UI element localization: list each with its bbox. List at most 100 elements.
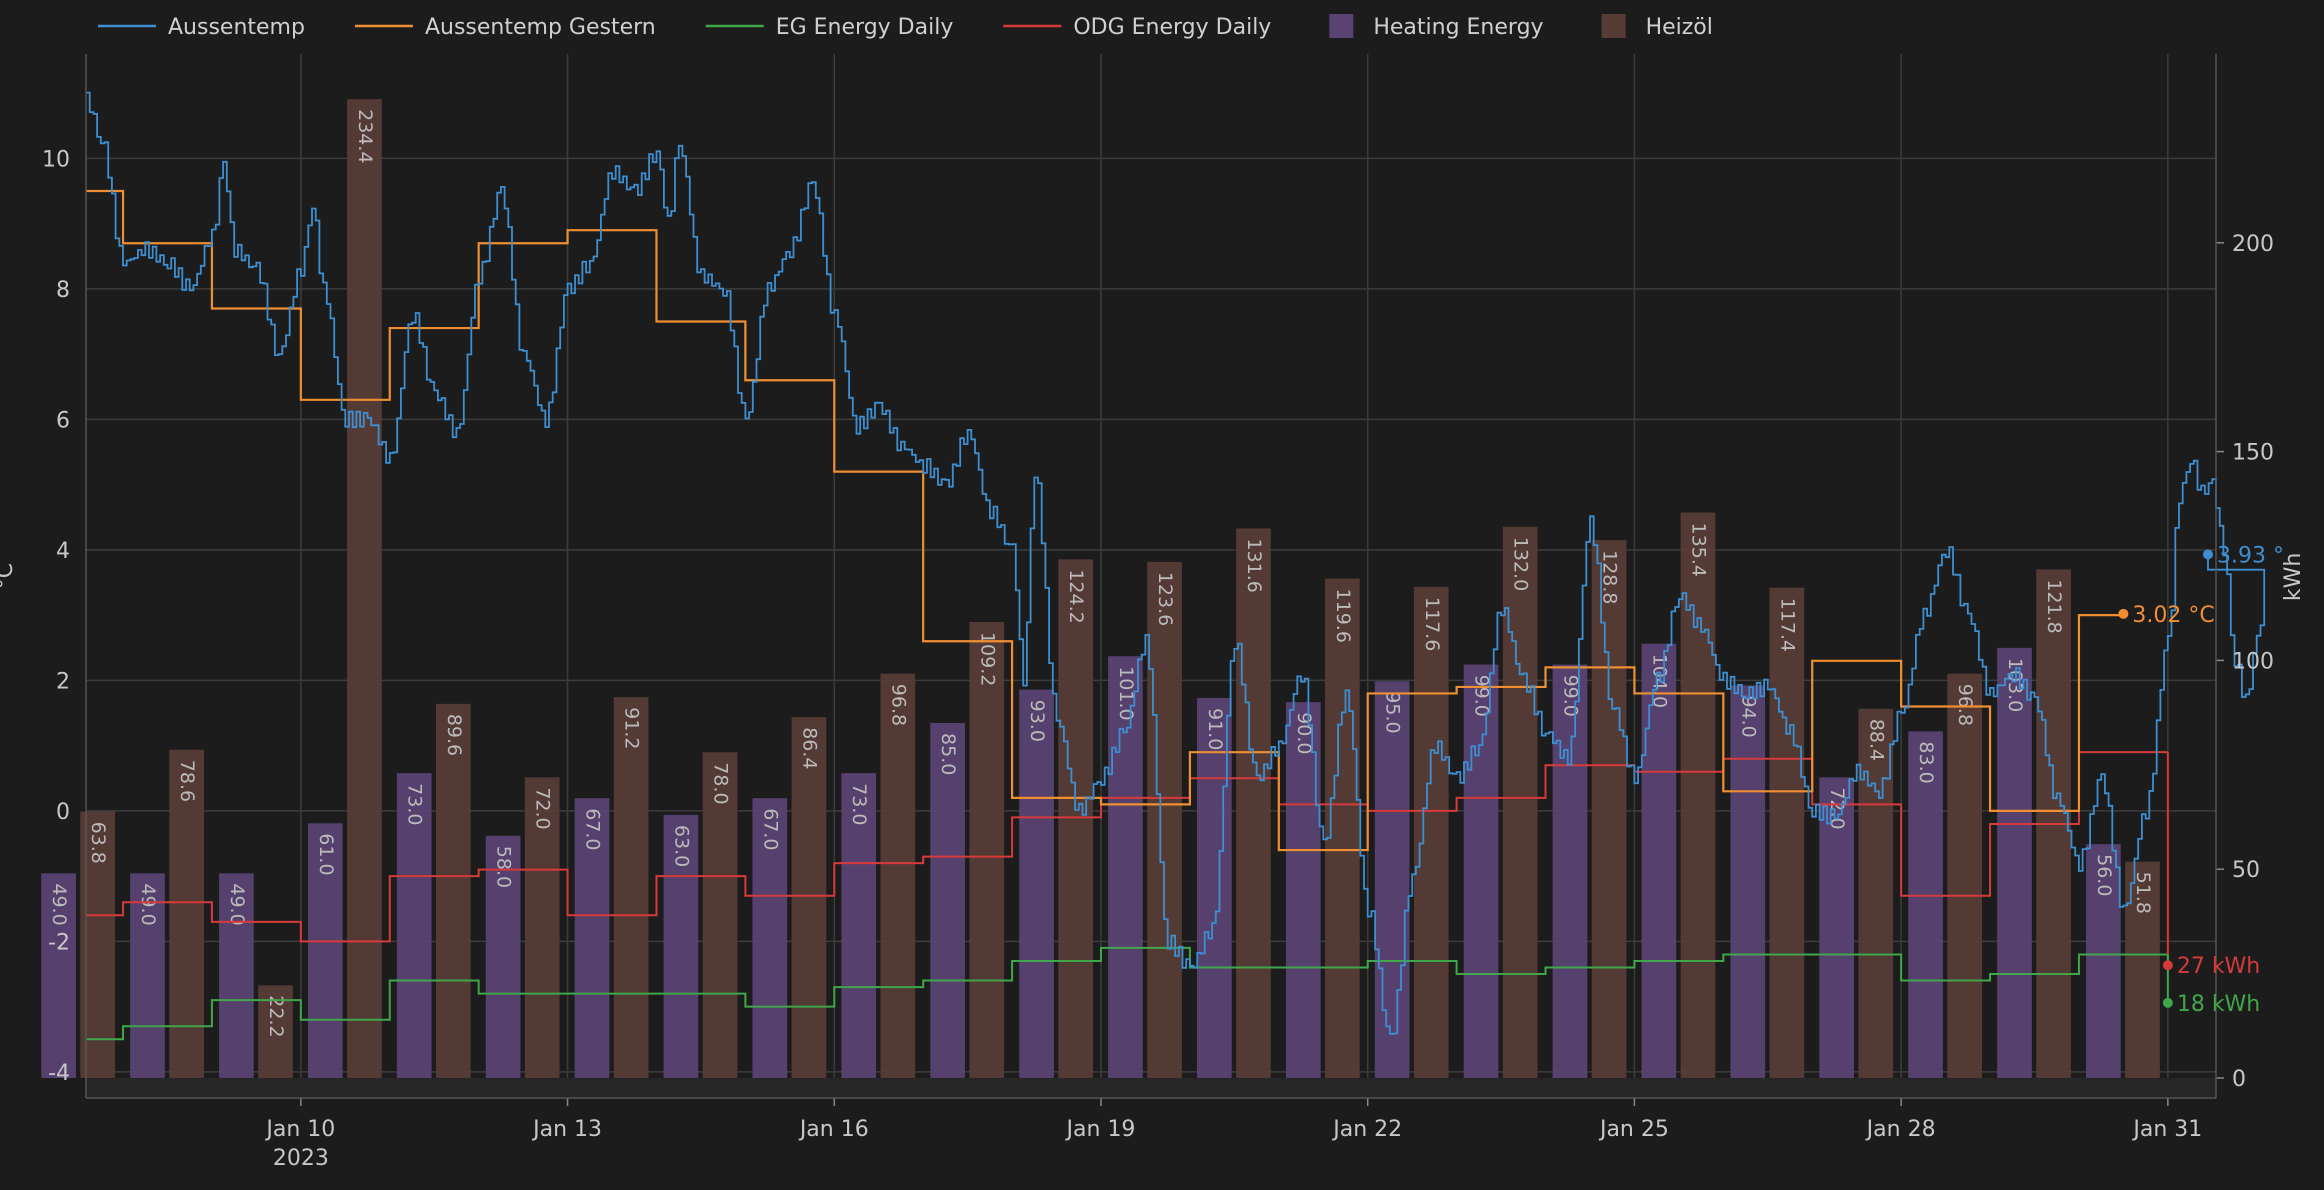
heizoel-bar — [169, 749, 204, 1078]
x-tick-label: Jan 19 — [1065, 1117, 1136, 1142]
heating-energy-bar — [841, 773, 877, 1078]
heizoel-bar-label: 121.8 — [2043, 579, 2065, 633]
heating-energy-bar — [2086, 844, 2121, 1078]
legend-item-aussentemp-gestern[interactable]: Aussentemp Gestern — [354, 15, 656, 40]
legend-swatch-box — [1329, 14, 1354, 38]
x-year-label: 2023 — [273, 1146, 329, 1171]
heating-energy-bar — [1108, 656, 1143, 1078]
legend-item-heizoel[interactable]: Heizöl — [1601, 14, 1713, 40]
eg-energy-end-marker — [2162, 997, 2173, 1008]
heizoel-bar — [969, 621, 1005, 1078]
y-right-tick-label: 200 — [2232, 232, 2274, 257]
end-labels: 3.93 ° 3.02 °C 27 kWh 18 kWh — [2118, 543, 2284, 1017]
heating-energy-bar — [574, 798, 610, 1078]
legend-item-heating-energy[interactable]: Heating Energy — [1329, 14, 1544, 40]
heizoel-bar-label: 89.6 — [443, 714, 465, 756]
heating-energy-bar — [930, 723, 965, 1078]
baseline-band — [86, 1078, 2216, 1098]
heating-energy-bar-label: 85.0 — [937, 733, 959, 775]
y-left-tick-label: 10 — [42, 147, 70, 172]
lines — [86, 91, 2266, 1041]
heating-energy-bar — [130, 873, 165, 1078]
legend-label: Aussentemp — [168, 15, 305, 40]
heizoel-bar — [1591, 540, 1627, 1078]
heizoel-bar-label: 91.2 — [621, 707, 643, 749]
aussentemp-gestern-end-label: 3.02 °C — [2132, 603, 2214, 628]
heating-energy-bar — [1819, 777, 1855, 1078]
legend-label: EG Energy Daily — [776, 15, 954, 40]
y-right-tick-label: 50 — [2232, 858, 2260, 883]
heating-energy-bar — [1285, 702, 1321, 1078]
heizoel-bar-label: 131.6 — [1243, 538, 1265, 592]
legend-label: Heizöl — [1646, 15, 1713, 40]
heizoel-bar-label: 234.4 — [354, 109, 376, 163]
heating-energy-bar-label: 67.0 — [582, 808, 604, 850]
heizoel-bar — [1947, 673, 1983, 1078]
legend[interactable]: Aussentemp Aussentemp Gestern EG Energy Da… — [98, 14, 1713, 40]
legend-label: ODG Energy Daily — [1073, 15, 1271, 40]
y-left-tick-label: 4 — [56, 539, 70, 564]
heating-energy-bar — [1997, 647, 2032, 1078]
aussentemp-end-label: 3.93 ° — [2217, 543, 2284, 568]
heizoel-bar-label: 72.0 — [532, 787, 554, 829]
heating-energy-bar-label: 49.0 — [48, 883, 70, 925]
eg-energy-end-label: 18 kWh — [2177, 992, 2260, 1017]
legend-item-aussentemp[interactable]: Aussentemp — [98, 15, 305, 40]
heizoel-bar — [435, 703, 471, 1078]
heizoel-bar — [347, 99, 382, 1078]
y-right-tick-label: 100 — [2232, 649, 2274, 674]
heating-energy-bar — [1908, 731, 1943, 1078]
heating-energy-bar — [663, 814, 699, 1078]
x-tick-label: Jan 25 — [1598, 1117, 1669, 1142]
heating-energy-bar — [41, 873, 76, 1078]
heating-energy-bar-label: 93.0 — [1026, 700, 1048, 742]
legend-swatch-box — [1601, 14, 1626, 38]
heizoel-bar-label: 88.4 — [1865, 719, 1887, 761]
heating-energy-bar — [219, 873, 254, 1078]
heizoel-bar — [1058, 559, 1093, 1078]
aussentemp-end-marker — [2203, 549, 2213, 560]
heating-energy-bar — [1552, 664, 1588, 1078]
heating-energy-bar — [1019, 689, 1054, 1078]
heating-energy-bar — [1463, 664, 1499, 1078]
heating-energy-bar-label: 61.0 — [315, 833, 337, 875]
heizoel-bar-label: 22.2 — [265, 995, 287, 1037]
heizoel-bar-label: 124.2 — [1065, 569, 1087, 623]
heizoel-bar-label: 117.4 — [1776, 598, 1798, 652]
heizoel-bar-label: 123.6 — [1154, 572, 1176, 626]
heating-energy-bar — [1641, 643, 1677, 1078]
heating-energy-bar-label: 49.0 — [137, 883, 159, 925]
heizoel-bar-label: 51.8 — [2132, 872, 2154, 914]
heating-energy-bar-label: 58.0 — [493, 846, 515, 888]
heating-energy-bar — [307, 823, 343, 1078]
legend-item-odg-energy[interactable]: ODG Energy Daily — [1003, 15, 1271, 40]
heizoel-bar — [1858, 708, 1894, 1078]
legend-label: Aussentemp Gestern — [425, 15, 656, 40]
heizoel-bar-label: 135.4 — [1687, 523, 1709, 577]
heizoel-bar — [613, 697, 649, 1078]
heating-energy-bar-label: 73.0 — [404, 783, 426, 825]
heizoel-bar-label: 119.6 — [1332, 589, 1354, 643]
heating-energy-bar-label: 67.0 — [759, 808, 781, 850]
heating-energy-bar-label: 72.0 — [1826, 787, 1848, 829]
heizoel-bar-label: 78.6 — [176, 760, 198, 802]
y-left-tick-label: -4 — [48, 1061, 70, 1086]
y-right-tick-label: 0 — [2232, 1067, 2246, 1092]
heizoel-bar — [1413, 586, 1449, 1078]
legend-item-eg-energy[interactable]: EG Energy Daily — [705, 15, 954, 40]
heizoel-bar-label: 96.8 — [887, 684, 909, 726]
odg-energy-end-marker — [2162, 960, 2173, 971]
aussentemp-line — [86, 91, 2266, 1035]
y-left-tick-label: 8 — [56, 278, 70, 303]
x-tick-label: Jan 22 — [1331, 1117, 1402, 1142]
heizoel-bar-label: 117.6 — [1421, 597, 1443, 651]
heizoel-bar — [1147, 561, 1182, 1078]
y-left-tick-label: 0 — [56, 800, 70, 825]
heating-energy-bar — [1374, 681, 1410, 1078]
heizoel-bar-label: 96.8 — [1954, 684, 1976, 726]
heating-energy-bar-label: 49.0 — [226, 883, 248, 925]
heizoel-bar — [1236, 528, 1271, 1078]
heizoel-bar-label: 86.4 — [798, 727, 820, 769]
heating-energy-bar — [396, 773, 432, 1078]
